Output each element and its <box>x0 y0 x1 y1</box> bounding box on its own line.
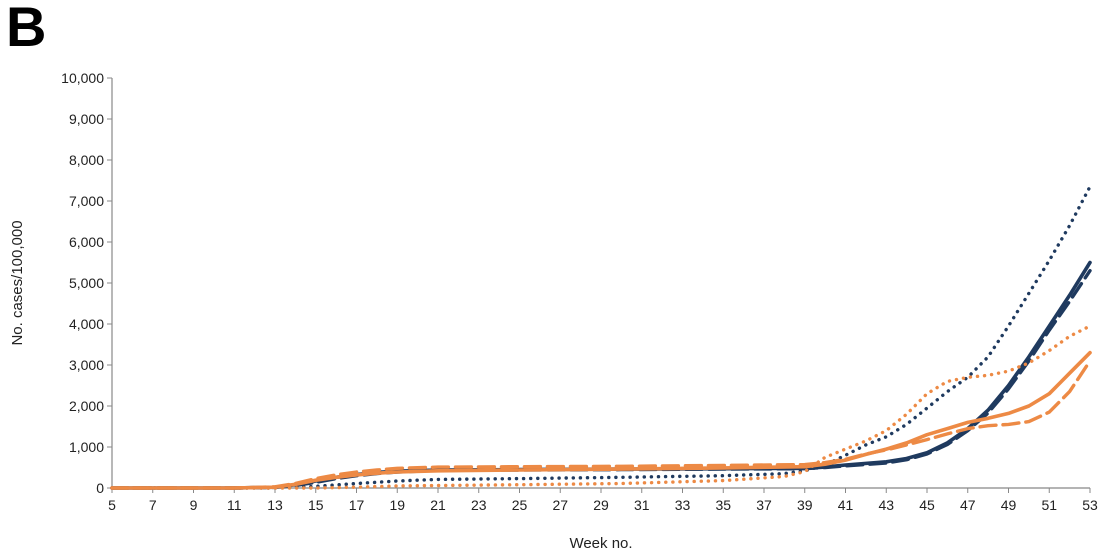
y-tick-label: 0 <box>96 480 104 496</box>
y-tick-label: 10,000 <box>61 70 104 86</box>
x-tick-label: 7 <box>149 497 157 513</box>
x-tick-label: 19 <box>389 497 405 513</box>
y-tick-label: 4,000 <box>69 316 104 332</box>
y-tick-label: 8,000 <box>69 152 104 168</box>
x-tick-label: 53 <box>1082 497 1098 513</box>
x-tick-label: 21 <box>430 497 446 513</box>
x-tick-label: 45 <box>919 497 935 513</box>
x-tick-label: 27 <box>552 497 568 513</box>
x-tick-label: 47 <box>960 497 976 513</box>
panel-label: B <box>6 0 47 58</box>
x-tick-label: 11 <box>227 497 242 513</box>
x-tick-label: 15 <box>308 497 324 513</box>
x-tick-label: 41 <box>838 497 854 513</box>
series-line-orange-dotted <box>110 324 1092 490</box>
x-tick-label: 37 <box>756 497 772 513</box>
y-axis-title: No. cases/100,000 <box>9 220 26 345</box>
x-tick-label: 25 <box>512 497 528 513</box>
x-axis-title: Week no. <box>569 535 632 552</box>
y-tick-label: 1,000 <box>69 439 104 455</box>
x-tick-label: 9 <box>190 497 198 513</box>
x-tick-label: 35 <box>715 497 731 513</box>
series-line-navy-solid <box>110 260 1092 490</box>
series-line-navy-dotted <box>110 184 1092 490</box>
x-tick-label: 33 <box>675 497 691 513</box>
x-tick-label: 29 <box>593 497 609 513</box>
x-tick-label: 13 <box>267 497 283 513</box>
x-tick-label: 39 <box>797 497 813 513</box>
x-tick-label: 49 <box>1001 497 1017 513</box>
tick-labels: 0 1,000 2,000 3,000 4,000 5,000 6,000 7,000 8,00… <box>61 70 1098 513</box>
x-tick-label: 31 <box>634 497 650 513</box>
x-tick-label: 23 <box>471 497 487 513</box>
series-line-orange-solid <box>110 350 1092 490</box>
y-tick-label: 3,000 <box>69 357 104 373</box>
series-line-navy-dashed <box>110 269 1092 490</box>
x-tick-label: 5 <box>108 497 116 513</box>
y-tick-label: 7,000 <box>69 193 104 209</box>
x-tick-label: 17 <box>349 497 365 513</box>
y-tick-label: 2,000 <box>69 398 104 414</box>
series-line-orange-dashed <box>110 359 1092 490</box>
y-tick-label: 9,000 <box>69 111 104 127</box>
series-layer <box>110 184 1092 490</box>
y-tick-label: 5,000 <box>69 275 104 291</box>
x-tick-label: 43 <box>878 497 894 513</box>
y-tick-label: 6,000 <box>69 234 104 250</box>
x-tick-label: 51 <box>1041 497 1057 513</box>
